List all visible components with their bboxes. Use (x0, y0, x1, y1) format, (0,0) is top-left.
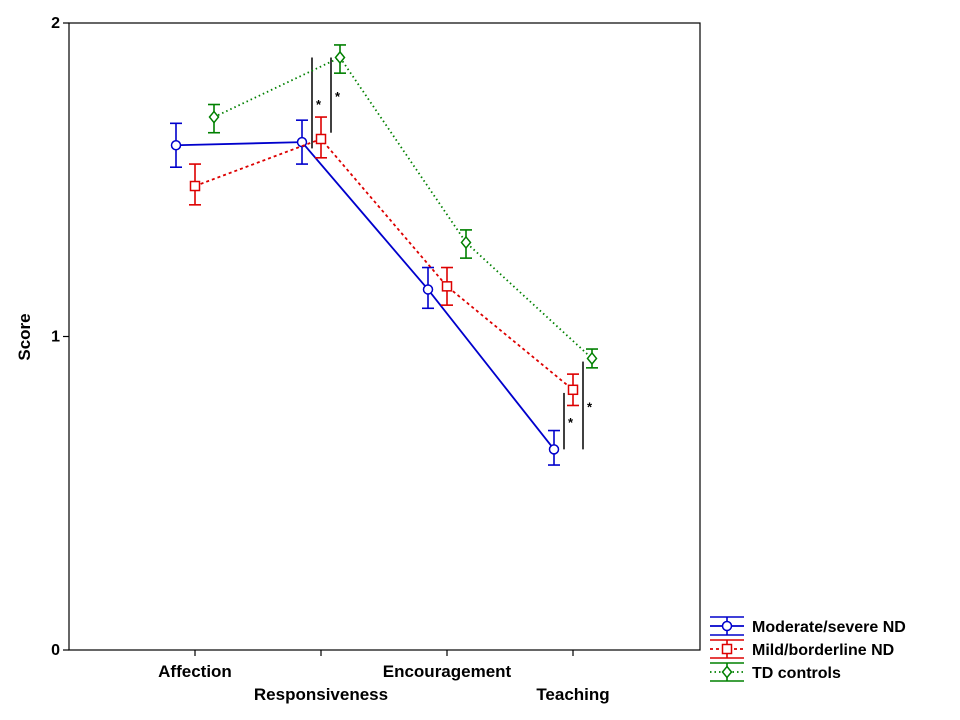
series-line (213, 56, 593, 360)
data-point (567, 384, 579, 396)
significance-star: * (316, 97, 322, 112)
legend-item: Mild/borderline ND (710, 639, 894, 659)
legend-label: Mild/borderline ND (752, 642, 894, 659)
data-point (721, 643, 733, 655)
data-point (441, 281, 453, 292)
data-point (170, 140, 182, 151)
series (170, 44, 598, 466)
legend: Moderate/severe ND Mild/borderline ND TD c… (710, 616, 906, 682)
data-point (721, 665, 733, 679)
data-point (422, 284, 434, 295)
series-group (170, 119, 560, 466)
x-tick-label: Teaching (536, 685, 609, 704)
significance-star: * (335, 89, 341, 104)
x-tick-label: Affection (158, 662, 232, 681)
y-tick-label: 0 (51, 642, 60, 659)
data-point (548, 444, 560, 455)
significance-star: * (568, 415, 574, 430)
series-group (208, 44, 598, 369)
series-line (194, 137, 574, 391)
plot-frame (68, 22, 701, 651)
series-group (189, 116, 579, 407)
data-point (460, 235, 472, 250)
y-axis-title: Score (15, 313, 34, 360)
x-tick-label: Responsiveness (254, 685, 388, 704)
legend-item: TD controls (710, 662, 841, 682)
significance-markers: * * * * (311, 57, 593, 450)
y-tick-label: 1 (51, 329, 60, 346)
axes: 0 1 2 Affection Responsiveness Encouragement T… (51, 15, 610, 704)
data-point (721, 620, 733, 632)
significance-star: * (587, 399, 593, 414)
data-point (315, 133, 327, 145)
data-point (586, 351, 598, 366)
series-line (175, 141, 555, 450)
data-point (208, 110, 220, 124)
legend-item: Moderate/severe ND (710, 616, 906, 636)
legend-label: Moderate/severe ND (752, 619, 906, 636)
legend-label: TD controls (752, 665, 841, 682)
x-tick-label: Encouragement (383, 662, 512, 681)
data-point (334, 50, 346, 65)
data-point (189, 180, 201, 192)
y-tick-label: 2 (51, 15, 60, 32)
